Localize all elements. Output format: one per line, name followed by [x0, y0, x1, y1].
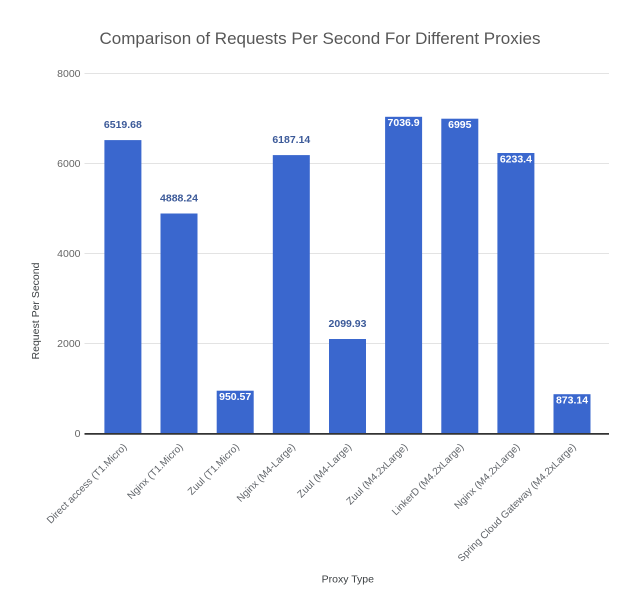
svg-text:Request Per Second: Request Per Second	[30, 262, 42, 359]
svg-text:6519.68: 6519.68	[104, 119, 142, 131]
svg-text:Proxy Type: Proxy Type	[322, 573, 374, 585]
svg-text:Comparison of Requests Per Sec: Comparison of Requests Per Second For Di…	[100, 29, 541, 48]
svg-text:0: 0	[75, 428, 81, 440]
svg-text:6233.4: 6233.4	[500, 153, 532, 165]
svg-text:950.57: 950.57	[219, 391, 251, 403]
svg-text:873.14: 873.14	[556, 395, 588, 407]
svg-text:8000: 8000	[57, 68, 81, 80]
svg-text:6187.14: 6187.14	[272, 134, 310, 146]
svg-text:4000: 4000	[57, 248, 81, 260]
svg-text:2099.93: 2099.93	[329, 318, 367, 330]
svg-text:6000: 6000	[57, 158, 81, 170]
svg-text:4888.24: 4888.24	[160, 192, 198, 204]
svg-text:6995: 6995	[448, 119, 472, 131]
svg-text:7036.9: 7036.9	[388, 117, 420, 129]
svg-text:2000: 2000	[57, 338, 81, 350]
